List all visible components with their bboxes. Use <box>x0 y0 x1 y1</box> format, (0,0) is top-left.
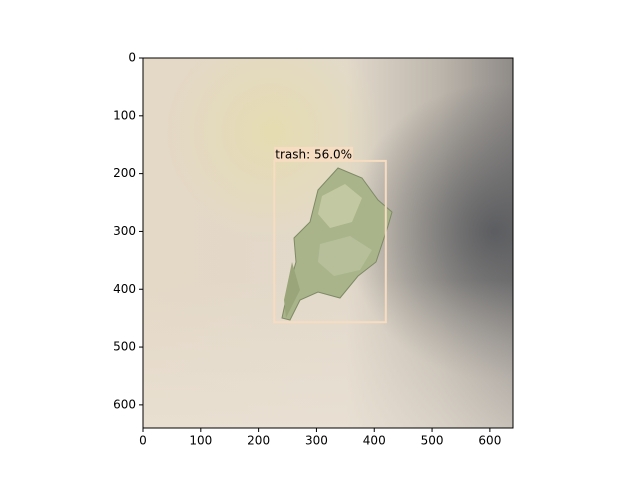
photo <box>143 58 513 428</box>
detection-label: trash: 56.0% <box>275 147 352 161</box>
y-tick-label: 200 <box>113 166 136 180</box>
axes-frame <box>142 57 514 429</box>
x-tick-label: 100 <box>189 434 212 448</box>
y-tick-label: 0 <box>128 51 136 65</box>
y-tick-label: 300 <box>113 224 136 238</box>
y-tick-label: 400 <box>113 282 136 296</box>
x-tick-label: 500 <box>421 434 444 448</box>
x-tick-label: 200 <box>247 434 270 448</box>
x-tick-label: 300 <box>305 434 328 448</box>
y-tick-label: 100 <box>113 108 136 122</box>
y-tick-label: 600 <box>113 397 136 411</box>
detection-label-bg <box>274 146 354 161</box>
y-tick-label: 500 <box>113 340 136 354</box>
x-tick-label: 400 <box>363 434 386 448</box>
x-tick-label: 0 <box>139 434 147 448</box>
x-tick-label: 600 <box>478 434 501 448</box>
